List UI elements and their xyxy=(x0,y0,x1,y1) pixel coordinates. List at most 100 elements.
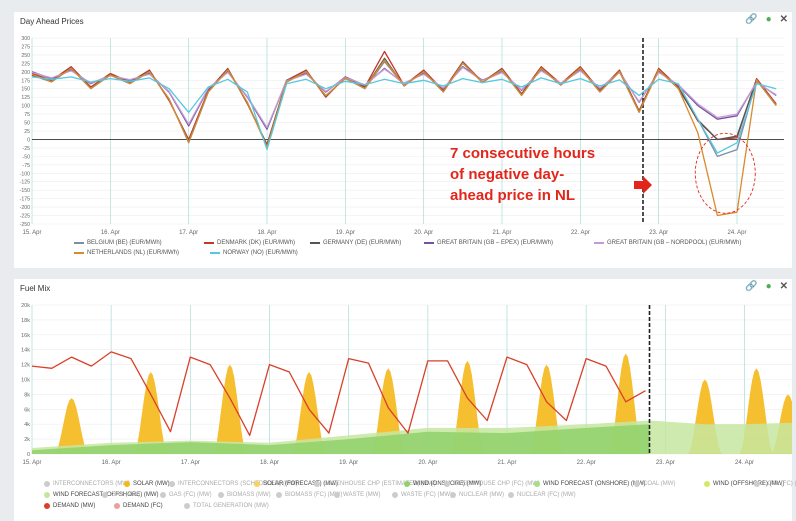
legend-swatch xyxy=(450,492,456,498)
legend-item[interactable]: NUCLEAR (FC) (MW) xyxy=(508,492,576,498)
y-tick-label: -50 xyxy=(23,154,31,160)
legend-item[interactable]: BIOMASS (MW) xyxy=(218,492,271,498)
legend-item[interactable]: SOLAR (MW) xyxy=(124,481,170,487)
legend-label: GREAT BRITAIN (GB – NORDPOOL) (EUR/MWh) xyxy=(607,240,742,246)
legend-swatch xyxy=(74,242,84,244)
legend-swatch xyxy=(114,503,120,509)
x-tick-label: 17. Apr xyxy=(179,230,198,236)
legend-swatch xyxy=(44,503,50,509)
panel-title: Day Ahead Prices xyxy=(20,17,84,26)
legend-label: BELGIUM (BE) (EUR/MWh) xyxy=(87,240,162,246)
x-tick-label: 16. Apr xyxy=(101,230,120,236)
legend-label: DEMAND (FC) xyxy=(123,503,163,509)
y-tick-label: 8k xyxy=(24,392,30,398)
legend-label: NETHERLANDS (NL) (EUR/MWh) xyxy=(87,250,180,256)
legend-item[interactable]: GAS (MW) xyxy=(102,492,140,498)
legend-item[interactable]: DEMAND (MW) xyxy=(44,503,95,509)
x-tick-label: 19. Apr xyxy=(336,230,355,236)
legend-item[interactable]: NORWAY (NO) (EUR/MWh) xyxy=(210,250,298,256)
legend-label: GREENHOUSE CHP (FC) (MW) xyxy=(453,481,540,487)
legend-swatch xyxy=(44,492,50,498)
legend-label: GAS (FC) (MW) xyxy=(169,492,212,498)
legend-item[interactable]: NETHERLANDS (NL) (EUR/MWh) xyxy=(74,250,179,256)
legend-swatch xyxy=(314,481,320,487)
legend-swatch xyxy=(160,492,166,498)
legend-item[interactable]: WASTE (FC) (MW) xyxy=(392,492,452,498)
y-tick-label: 75 xyxy=(24,112,30,118)
solar-area xyxy=(212,364,248,454)
close-icon[interactable]: ✕ xyxy=(779,281,788,292)
x-tick-label: 15. Apr xyxy=(22,460,41,466)
legend-label: GREAT BRITAIN (GB – EPEX) (EUR/MWh) xyxy=(437,240,554,246)
x-tick-label: 20. Apr xyxy=(418,460,437,466)
legend-item[interactable]: COAL (MW) xyxy=(634,481,675,487)
legend-swatch xyxy=(704,481,710,487)
x-tick-label: 17. Apr xyxy=(181,460,200,466)
legend-swatch xyxy=(392,492,398,498)
database-icon[interactable]: ● xyxy=(765,14,772,25)
legend-swatch xyxy=(754,481,760,487)
legend-item[interactable]: INTERCONNECTORS (MW) xyxy=(44,481,130,487)
legend-item[interactable]: DENMARK (DK) (EUR/MWh) xyxy=(204,240,295,246)
legend-item[interactable]: GREAT BRITAIN (GB – NORDPOOL) (EUR/MWh) xyxy=(594,240,741,246)
legend-item[interactable]: BELGIUM (BE) (EUR/MWh) xyxy=(74,240,162,246)
fuel-mix-panel: Fuel Mix 🔗 ● ✕ 20k 18k 16k 14k 12k 10k 8k 6k 4k 2… xyxy=(14,279,796,521)
legend-label: SOLAR (FORECAST) (MW) xyxy=(263,481,338,487)
y-tick-label: 10k xyxy=(21,378,30,384)
legend-swatch xyxy=(184,503,190,509)
legend-swatch xyxy=(276,492,282,498)
legend-swatch xyxy=(634,481,640,487)
legend-swatch xyxy=(74,252,84,254)
y-tick-label: -125 xyxy=(20,180,30,186)
x-tick-label: 22. Apr xyxy=(571,230,590,236)
y-tick-label: 50 xyxy=(24,121,30,127)
demand-line xyxy=(31,351,646,437)
negative-price-annotation: 7 consecutive hours of negative day- ahe… xyxy=(450,143,595,206)
legend-item[interactable]: GREAT BRITAIN (GB – EPEX) (EUR/MWh) xyxy=(424,240,553,246)
legend-item[interactable]: GREENHOUSE CHP (ESTIMATED) (MW) xyxy=(314,481,436,487)
legend-label: NUCLEAR (MW) xyxy=(459,492,504,498)
legend-item[interactable]: INTERCONNECTORS (SCHEDULED) (MW) xyxy=(169,481,298,487)
close-icon[interactable]: ✕ xyxy=(779,14,788,25)
legend-label: WIND FORECAST (ONSHORE) (MW) xyxy=(543,481,646,487)
y-tick-label: 20k xyxy=(21,303,30,309)
legend-label: INTERCONNECTORS (MW) xyxy=(53,481,130,487)
legend-label: BIOMASS (FC) (MW) xyxy=(285,492,343,498)
link-icon[interactable]: 🔗 xyxy=(745,281,758,292)
legend-label: DEMAND (MW) xyxy=(53,503,96,509)
y-tick-label: -100 xyxy=(20,171,30,177)
legend-item[interactable]: WIND FORECAST (ONSHORE) (MW) xyxy=(534,481,646,487)
legend-item[interactable]: COAL (FC) (MW) xyxy=(754,481,796,487)
legend-item[interactable]: SOLAR (FORECAST) (MW) xyxy=(254,481,338,487)
legend-item[interactable]: DEMAND (FC) xyxy=(114,503,163,509)
legend-label: WASTE (FC) (MW) xyxy=(401,492,453,498)
panel-toolbar: 🔗 ● ✕ xyxy=(745,14,788,25)
solar-area xyxy=(133,372,169,454)
y-tick-label: 175 xyxy=(21,78,30,84)
legend-item[interactable]: TOTAL GENERATION (MW) xyxy=(184,503,269,509)
legend-item[interactable]: NUCLEAR (MW) xyxy=(450,492,504,498)
link-icon[interactable]: 🔗 xyxy=(745,14,758,25)
legend-item[interactable]: GERMANY (DE) (EUR/MWh) xyxy=(310,240,401,246)
x-tick-label: 19. Apr xyxy=(339,460,358,466)
legend-item[interactable]: WIND (OFFSHORE) (MW) xyxy=(704,481,784,487)
legend-swatch xyxy=(44,481,50,487)
x-tick-label: 23. Apr xyxy=(656,460,675,466)
y-tick-label: 12k xyxy=(21,363,30,369)
y-tick-label: 250 xyxy=(21,53,30,59)
legend-item[interactable]: BIOMASS (FC) (MW) xyxy=(276,492,342,498)
database-icon[interactable]: ● xyxy=(765,281,772,292)
y-tick-label: 4k xyxy=(24,422,30,428)
annotation-arrow xyxy=(634,176,652,194)
x-tick-label: 24. Apr xyxy=(727,230,746,236)
annotation-line: 7 consecutive hours xyxy=(450,145,596,162)
legend-label: WIND (OFFSHORE) (MW) xyxy=(713,481,785,487)
legend-item[interactable]: GREENHOUSE CHP (FC) (MW) xyxy=(444,481,540,487)
legend-swatch xyxy=(424,242,434,244)
highlight-ellipse xyxy=(694,132,756,214)
legend-swatch xyxy=(218,492,224,498)
legend-item[interactable]: WASTE (MW) xyxy=(334,492,380,498)
legend-item[interactable]: GAS (FC) (MW) xyxy=(160,492,212,498)
x-tick-label: 18. Apr xyxy=(257,230,276,236)
legend-swatch xyxy=(204,242,214,244)
